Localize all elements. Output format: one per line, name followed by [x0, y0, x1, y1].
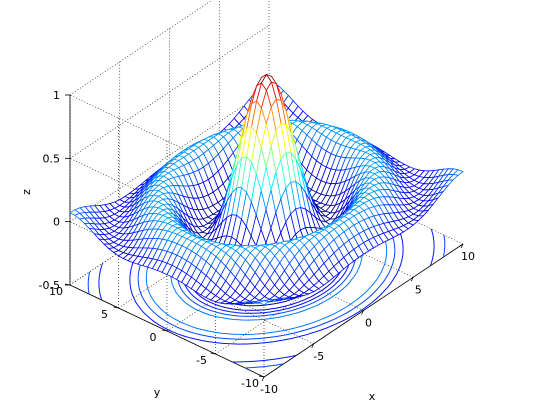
x-tick-label: 0	[365, 317, 372, 330]
surface-mesh	[70, 75, 463, 305]
y-tick-mark	[259, 376, 264, 377]
y-tick-mark	[162, 330, 167, 331]
z-tick-label: 0	[53, 216, 60, 229]
y-tick-mark	[114, 307, 119, 308]
y-tick-label: -5	[196, 354, 207, 367]
x-tick-label: 10	[461, 250, 475, 263]
z-tick-label: 0.5	[43, 152, 61, 165]
z-axis-label: z	[20, 189, 33, 195]
y-tick-label: 5	[101, 308, 108, 321]
z-tick-label: -0.5	[39, 279, 60, 292]
x-tick-label: -10	[260, 383, 278, 396]
y-axis-label: y	[154, 386, 161, 399]
y-tick-label: 0	[150, 331, 157, 344]
x-tick-label: 5	[415, 283, 422, 296]
x-axis-label: x	[369, 390, 376, 403]
y-tick-mark	[211, 353, 216, 354]
x-tick-mark	[262, 377, 264, 381]
y-tick-label: -10	[241, 377, 259, 390]
x-tick-label: -5	[313, 350, 324, 363]
z-tick-label: 1	[53, 89, 60, 102]
